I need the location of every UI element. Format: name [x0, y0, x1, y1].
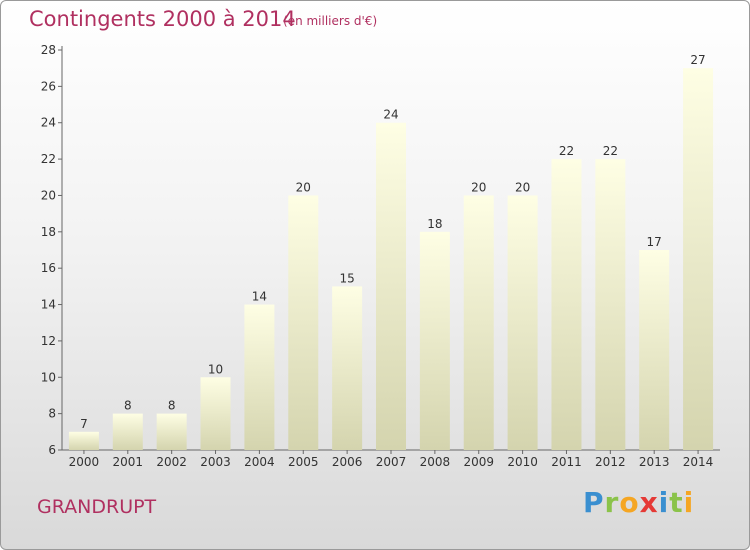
proxiti-logo: Proxiti	[583, 486, 695, 519]
x-tick-label: 2007	[376, 455, 407, 469]
x-tick-label: 2006	[332, 455, 363, 469]
bar-2006	[332, 286, 363, 450]
chart-title: Contingents 2000 à 2014	[29, 7, 296, 31]
bar-2000	[68, 431, 99, 450]
place-name: GRANDRUPT	[37, 496, 157, 518]
y-tick-label: 26	[41, 79, 56, 93]
bar-value-label: 14	[252, 290, 267, 304]
chart-subtitle: (en milliers d'€)	[283, 14, 378, 28]
y-tick-label: 10	[41, 370, 56, 384]
bar-2009	[463, 195, 494, 450]
y-tick-label: 6	[48, 443, 56, 457]
bar-value-label: 8	[168, 399, 176, 413]
bar-value-label: 22	[559, 144, 574, 158]
x-tick-label: 2008	[420, 455, 451, 469]
x-tick-label: 2001	[113, 455, 144, 469]
bar-value-label: 15	[339, 271, 354, 285]
y-tick-label: 28	[41, 43, 56, 57]
bar-2005	[288, 195, 319, 450]
bar-2010	[507, 195, 538, 450]
bar-2001	[112, 413, 143, 450]
bar-2008	[419, 231, 450, 450]
x-tick-label: 2000	[69, 455, 100, 469]
bar-2002	[156, 413, 187, 450]
x-tick-label: 2010	[507, 455, 538, 469]
x-tick-label: 2014	[683, 455, 714, 469]
bar-value-label: 10	[208, 362, 223, 376]
y-tick-label: 14	[41, 298, 56, 312]
y-tick-label: 12	[41, 334, 56, 348]
bar-value-label: 20	[515, 180, 530, 194]
y-tick-label: 24	[41, 116, 56, 130]
bar-2007	[376, 122, 406, 451]
bar-2012	[595, 159, 626, 450]
x-tick-label: 2004	[244, 455, 275, 469]
bar-2003	[200, 377, 231, 450]
bar-value-label: 22	[603, 144, 618, 158]
y-tick-label: 22	[41, 152, 56, 166]
y-tick-label: 8	[48, 407, 56, 421]
x-tick-label: 2012	[595, 455, 626, 469]
bar-value-label: 7	[80, 417, 88, 431]
x-tick-label: 2002	[156, 455, 187, 469]
y-tick-label: 20	[41, 188, 56, 202]
bar-value-label: 27	[690, 53, 705, 67]
bar-2011	[551, 159, 582, 450]
x-tick-label: 2013	[639, 455, 670, 469]
y-tick-label: 18	[41, 225, 56, 239]
bar-value-label: 24	[383, 108, 398, 122]
bar-value-label: 18	[427, 217, 442, 231]
bar-2004	[244, 304, 275, 450]
bar-2014	[683, 68, 714, 450]
y-tick-label: 16	[41, 261, 56, 275]
x-tick-label: 2011	[551, 455, 582, 469]
x-tick-label: 2003	[200, 455, 231, 469]
bar-value-label: 20	[471, 180, 486, 194]
bar-2013	[639, 250, 670, 450]
x-tick-label: 2009	[463, 455, 494, 469]
bar-value-label: 8	[124, 399, 132, 413]
bar-value-label: 20	[296, 180, 311, 194]
x-tick-label: 2005	[288, 455, 319, 469]
bar-value-label: 17	[647, 235, 662, 249]
